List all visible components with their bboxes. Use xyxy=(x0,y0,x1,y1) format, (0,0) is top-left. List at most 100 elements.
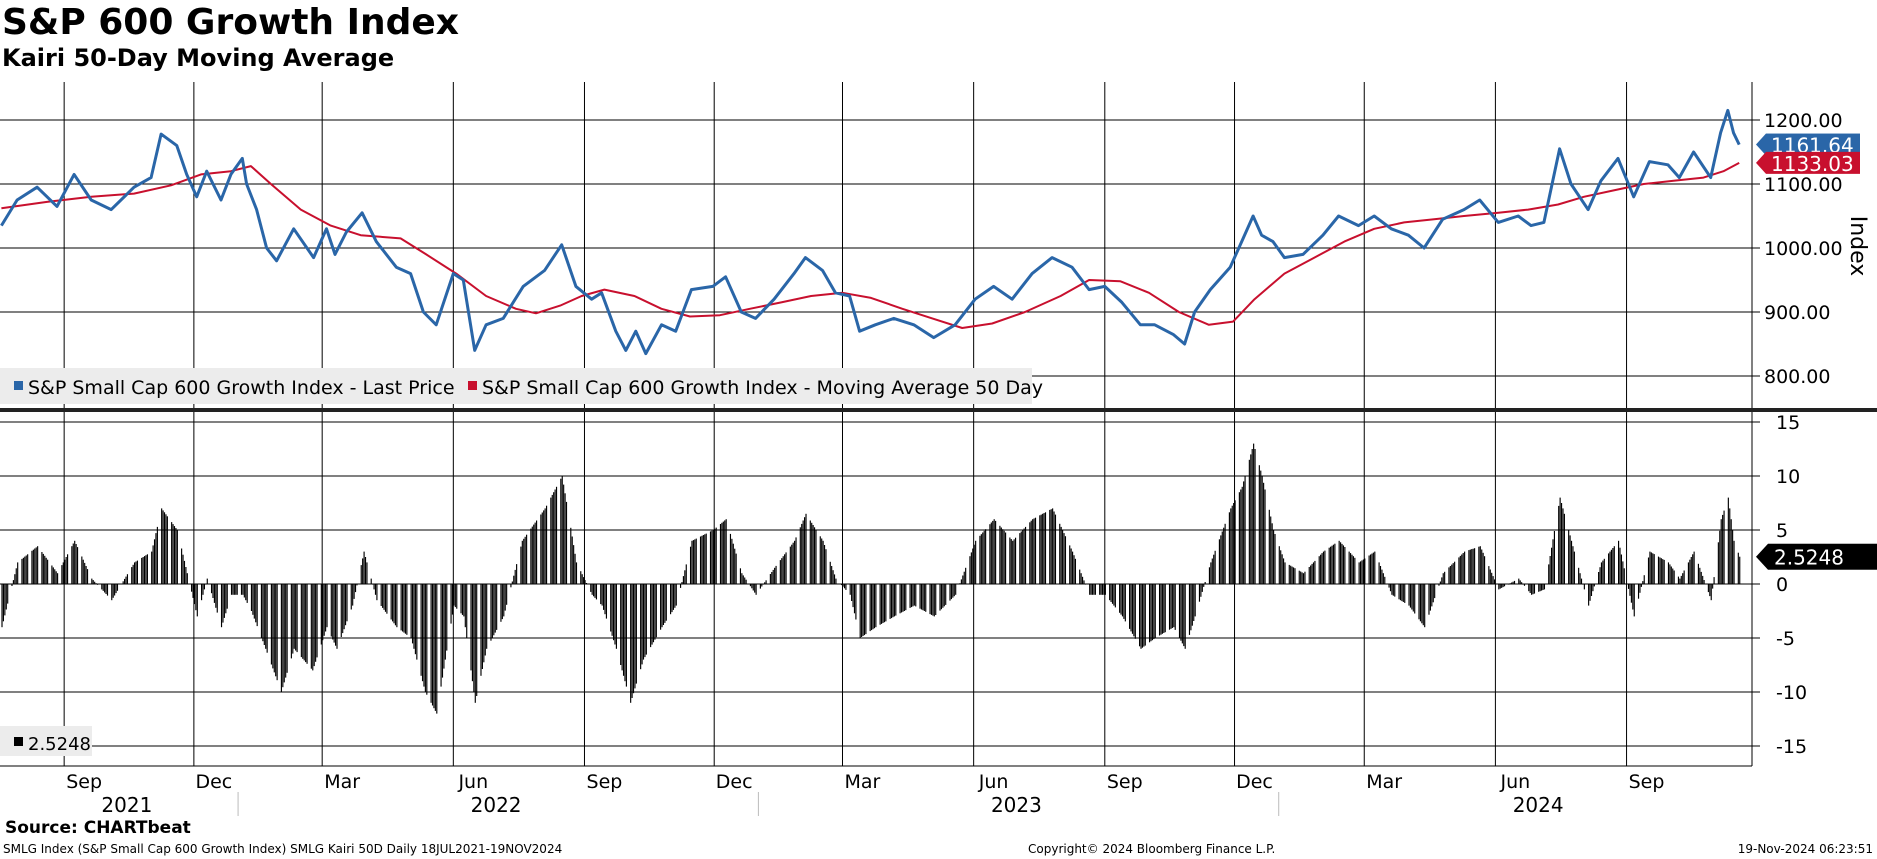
kairi-bar-46 xyxy=(92,580,94,584)
kairi-bar-604 xyxy=(1204,582,1206,584)
kairi-bar-389 xyxy=(775,565,777,584)
kairi-bar-253 xyxy=(504,584,506,611)
kairi-bar-460 xyxy=(919,584,921,609)
kairi-bar-387 xyxy=(772,569,774,584)
kairi-bar-665 xyxy=(1328,547,1330,584)
kairi-bar-93 xyxy=(185,567,187,584)
kairi-bar-127 xyxy=(253,584,255,619)
kairi-bar-408 xyxy=(813,527,816,584)
kairi-bar-545 xyxy=(1089,584,1091,595)
kairi-bar-241 xyxy=(481,584,483,669)
kairi-bar-664 xyxy=(1324,550,1326,584)
kairi-bar-442 xyxy=(882,584,884,623)
kairi-bar-119 xyxy=(236,584,238,595)
kairi-bar-63 xyxy=(125,576,127,584)
kairi-bar-390 xyxy=(779,560,781,584)
kairi-bar-215 xyxy=(430,584,432,703)
kairi-bar-318 xyxy=(634,584,636,689)
kairi-bar-487 xyxy=(972,548,974,584)
kairi-bar-525 xyxy=(1049,509,1051,584)
kairi-bar-771 xyxy=(1539,584,1541,592)
moving-average-tag-pointer xyxy=(1756,151,1766,174)
kairi-bar-751 xyxy=(1499,584,1501,589)
kairi-bar-628 xyxy=(1253,443,1255,584)
kairi-bar-744 xyxy=(1484,556,1486,584)
kairi-bar-54 xyxy=(106,584,109,596)
kairi-bar-541 xyxy=(1080,573,1082,584)
kairi-bar-698 xyxy=(1392,584,1394,596)
kairi-bar-230 xyxy=(460,584,462,614)
kairi-bar-83 xyxy=(165,514,167,584)
kairi-bar-738 xyxy=(1472,548,1474,584)
kairi-bar-508 xyxy=(1013,539,1015,584)
kairi-bar-559 xyxy=(1114,584,1116,608)
kairi-bar-507 xyxy=(1012,540,1014,584)
kairi-bar-779 xyxy=(1553,531,1555,584)
kairi-bar-238 xyxy=(474,584,476,703)
kairi-bar-504 xyxy=(1005,532,1007,584)
kairi-bar-153 xyxy=(305,584,307,663)
kairi-bar-118 xyxy=(235,584,237,595)
kairi-ytick-label-3: 0 xyxy=(1776,574,1788,596)
kairi-bar-21 xyxy=(42,553,44,584)
kairi-bar-41 xyxy=(82,559,84,584)
kairi-bar-616 xyxy=(1230,508,1232,584)
kairi-bar-394 xyxy=(785,552,787,584)
kairi-bar-608 xyxy=(1213,554,1215,584)
kairi-bar-799 xyxy=(1593,584,1595,587)
kairi-bar-245 xyxy=(490,584,492,641)
kairi-bar-524 xyxy=(1044,512,1047,584)
kairi-bar-758 xyxy=(1512,581,1514,584)
kairi-bar-839 xyxy=(1673,570,1675,584)
kairi-bar-852 xyxy=(1700,571,1702,584)
kairi-bar-56 xyxy=(112,584,114,598)
kairi-bar-113 xyxy=(225,584,227,614)
kairi-bar-603 xyxy=(1203,584,1205,587)
kairi-bar-519 xyxy=(1034,517,1037,584)
kairi-bar-342 xyxy=(682,576,684,584)
kairi-bar-723 xyxy=(1442,573,1444,584)
kairi-bar-84 xyxy=(166,516,168,584)
kairi-bar-298 xyxy=(594,584,596,598)
kairi-bar-784 xyxy=(1563,513,1565,584)
kairi-bar-339 xyxy=(675,584,677,606)
kairi-bar-422 xyxy=(842,584,844,587)
kairi-bar-518 xyxy=(1033,518,1035,584)
kairi-bar-494 xyxy=(985,529,987,584)
kairi-bar-4 xyxy=(7,584,9,604)
kairi-bar-53 xyxy=(105,584,107,594)
kairi-bar-302 xyxy=(603,584,605,610)
kairi-bar-347 xyxy=(692,540,694,584)
kairi-bar-569 xyxy=(1134,584,1136,639)
kairi-bar-189 xyxy=(376,584,378,601)
kairi-ytick-label-6: -15 xyxy=(1776,736,1807,758)
kairi-bar-666 xyxy=(1330,546,1332,584)
kairi-bar-832 xyxy=(1660,558,1662,584)
kairi-bar-617 xyxy=(1231,505,1233,584)
kairi-bar-262 xyxy=(523,538,525,584)
kairi-bar-403 xyxy=(804,517,806,584)
kairi-bar-13 xyxy=(25,555,27,584)
kairi-bar-76 xyxy=(152,545,154,584)
kairi-bar-263 xyxy=(524,536,526,585)
kairi-bar-419 xyxy=(835,578,837,584)
kairi-bar-168 xyxy=(335,584,337,646)
kairi-bar-717 xyxy=(1431,584,1433,607)
kairi-bar-120 xyxy=(240,584,243,595)
kairi-bar-97 xyxy=(193,584,196,605)
kairi-bar-224 xyxy=(446,584,448,651)
kairi-bar-470 xyxy=(939,584,941,611)
kairi-bar-671 xyxy=(1340,542,1342,584)
kairi-bar-865 xyxy=(1727,497,1729,584)
kairi-bar-368 xyxy=(734,548,736,584)
x-month-label-11: Jun xyxy=(1500,771,1531,793)
kairi-bar-325 xyxy=(650,584,652,648)
kairi-bar-809 xyxy=(1613,546,1615,584)
kairi-bar-10 xyxy=(21,558,23,584)
kairi-bar-854 xyxy=(1703,580,1705,584)
kairi-bar-397 xyxy=(792,542,794,584)
kairi-bar-826 xyxy=(1649,551,1651,584)
kairi-bar-193 xyxy=(384,584,387,612)
kairi-bar-265 xyxy=(530,528,532,584)
kairi-legend-label: 2.5248 xyxy=(28,734,91,755)
